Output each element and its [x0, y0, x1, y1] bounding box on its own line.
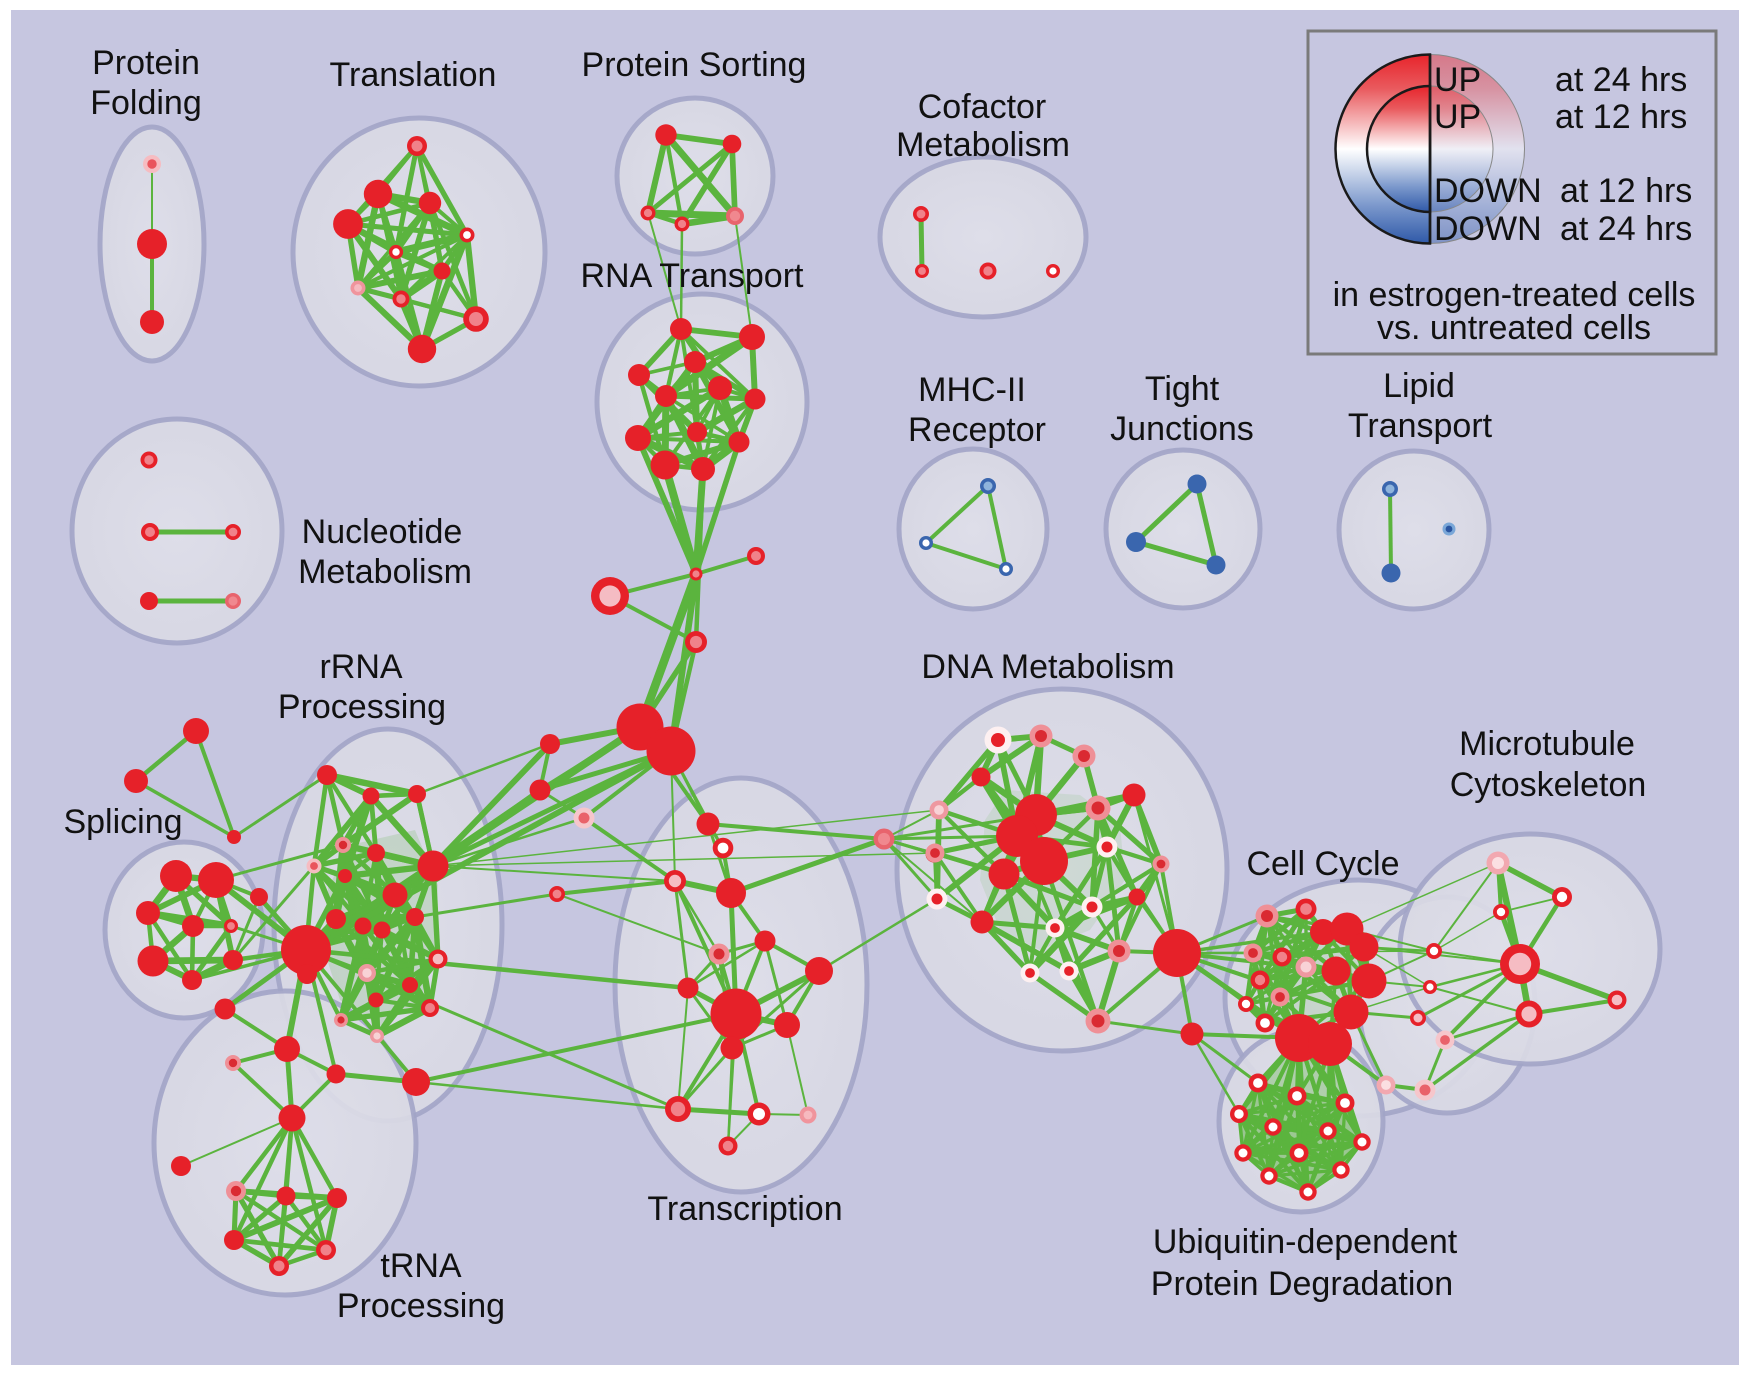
svg-text:Folding: Folding	[90, 84, 202, 122]
svg-text:Processing: Processing	[278, 688, 446, 726]
svg-text:DOWN: DOWN	[1434, 172, 1542, 210]
svg-text:UP: UP	[1434, 61, 1481, 99]
svg-text:DNA Metabolism: DNA Metabolism	[921, 648, 1174, 686]
svg-text:Metabolism: Metabolism	[896, 126, 1070, 164]
svg-text:Junctions: Junctions	[1110, 410, 1254, 448]
svg-text:Protein: Protein	[92, 44, 200, 82]
svg-text:Receptor: Receptor	[908, 411, 1046, 449]
svg-text:vs. untreated cells: vs. untreated cells	[1377, 309, 1651, 347]
svg-text:at 24 hrs: at 24 hrs	[1560, 210, 1692, 248]
svg-text:Processing: Processing	[337, 1287, 505, 1325]
svg-text:in estrogen-treated cells: in estrogen-treated cells	[1333, 276, 1696, 314]
svg-text:Protein Degradation: Protein Degradation	[1151, 1265, 1453, 1303]
svg-text:Ubiquitin-dependent: Ubiquitin-dependent	[1153, 1223, 1458, 1261]
svg-text:Microtubule: Microtubule	[1459, 725, 1635, 763]
svg-text:Transport: Transport	[1348, 407, 1493, 445]
svg-text:Tight: Tight	[1145, 370, 1220, 408]
svg-text:DOWN: DOWN	[1434, 210, 1542, 248]
svg-text:Protein Sorting: Protein Sorting	[582, 46, 807, 84]
svg-text:at 12 hrs: at 12 hrs	[1560, 172, 1692, 210]
svg-text:UP: UP	[1434, 98, 1481, 136]
svg-text:Cofactor: Cofactor	[918, 88, 1047, 126]
svg-text:Splicing: Splicing	[63, 803, 182, 841]
svg-text:tRNA: tRNA	[380, 1247, 462, 1285]
svg-text:Transcription: Transcription	[647, 1190, 842, 1228]
svg-text:RNA Transport: RNA Transport	[581, 257, 805, 295]
svg-text:Translation: Translation	[330, 56, 497, 94]
svg-text:Cytoskeleton: Cytoskeleton	[1450, 766, 1647, 804]
svg-text:at 12 hrs: at 12 hrs	[1555, 98, 1687, 136]
svg-text:at 24 hrs: at 24 hrs	[1555, 61, 1687, 99]
svg-text:Cell Cycle: Cell Cycle	[1246, 845, 1399, 883]
svg-text:Metabolism: Metabolism	[298, 553, 472, 591]
svg-text:Nucleotide: Nucleotide	[302, 513, 463, 551]
svg-text:Lipid: Lipid	[1383, 367, 1455, 405]
svg-text:rRNA: rRNA	[319, 648, 402, 686]
svg-text:MHC-II: MHC-II	[918, 371, 1026, 409]
